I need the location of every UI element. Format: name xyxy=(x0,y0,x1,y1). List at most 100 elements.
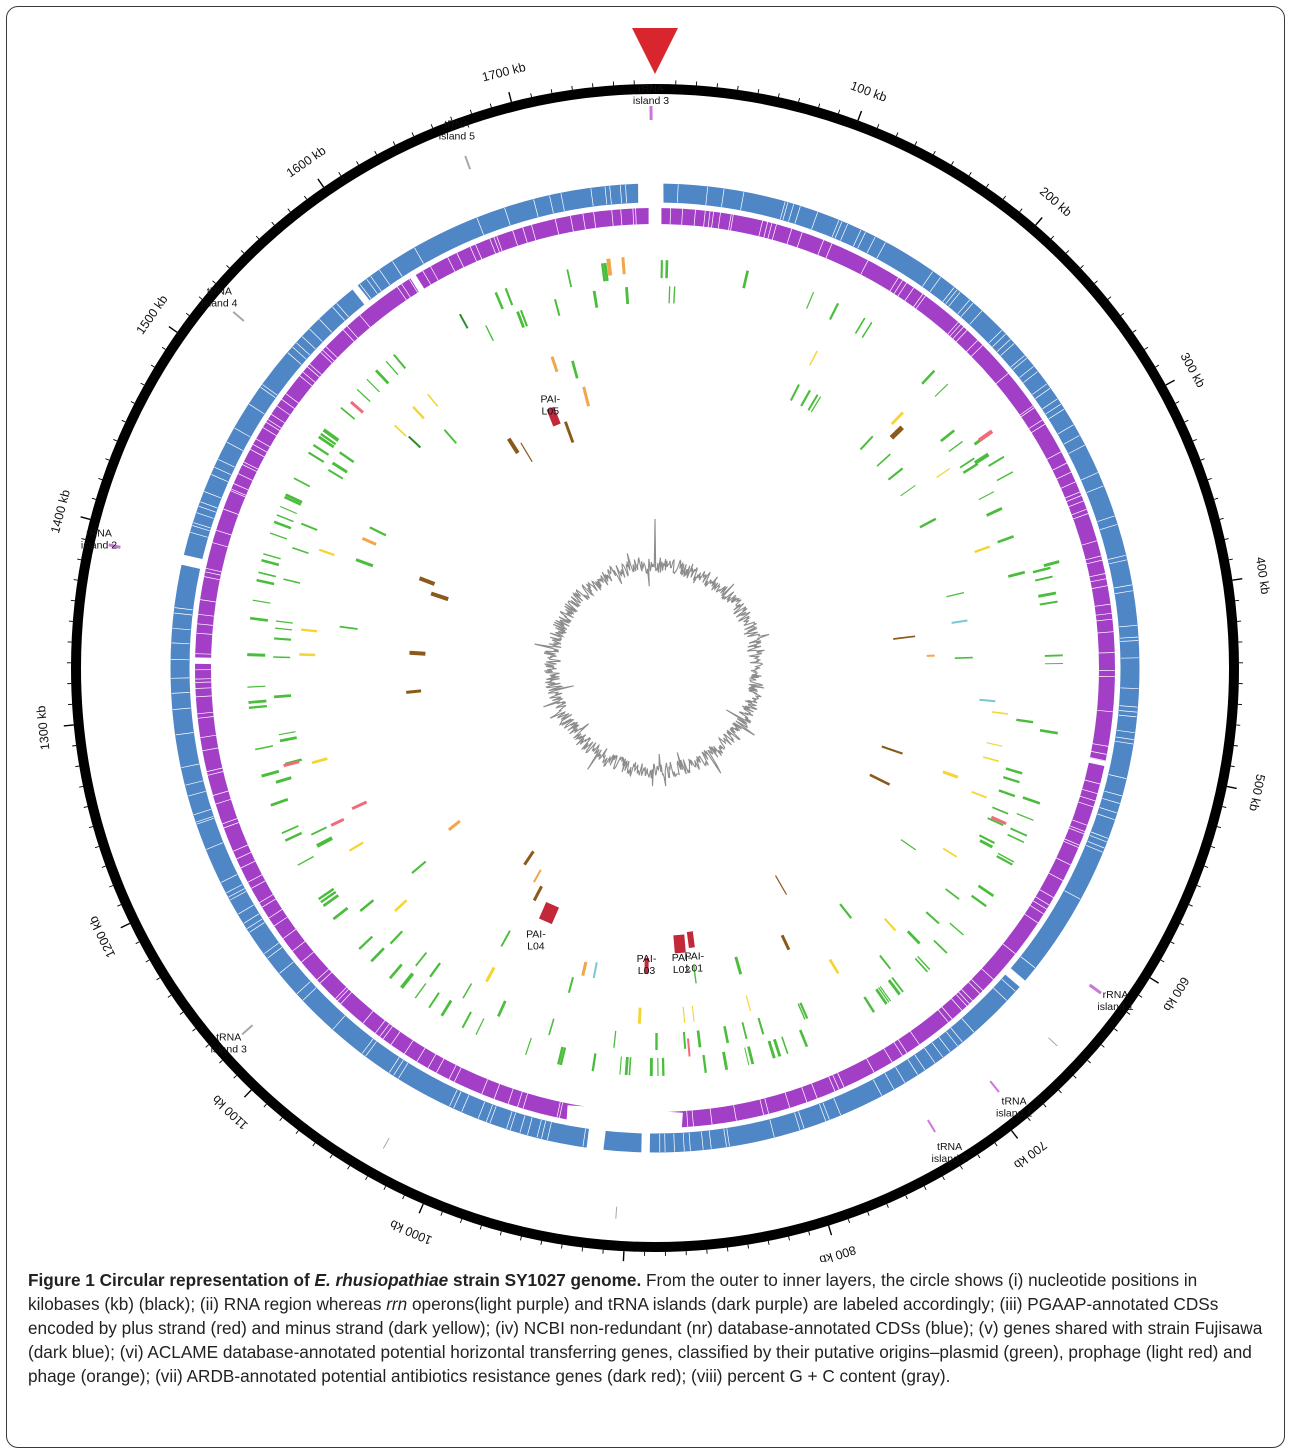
nr-cds-spacer xyxy=(721,188,725,207)
nr-cds-spacer xyxy=(549,195,554,214)
shared-genes-spacer xyxy=(422,270,432,285)
shared-genes-spacer xyxy=(947,321,959,335)
nr-cds-spacer xyxy=(477,1101,486,1119)
shared-genes-spacer xyxy=(1031,423,1046,433)
rna-label-trna2: tRNA island 2 xyxy=(931,1141,967,1165)
shared-genes-spacer xyxy=(335,987,347,1000)
nr-cds-spacer xyxy=(1019,366,1034,378)
plasmid-mark xyxy=(917,955,931,971)
tick-label-1600: 1600 kb xyxy=(284,143,329,180)
shared-genes-spacer xyxy=(1084,779,1101,785)
feature-mark xyxy=(582,386,591,407)
nr-cds-spacer xyxy=(840,223,849,241)
shared-genes-spacer xyxy=(200,734,217,739)
nr-cds-spacer xyxy=(541,1120,547,1139)
plasmid-mark xyxy=(601,263,606,282)
plasmid-mark xyxy=(261,558,280,567)
minus-strand-mark xyxy=(682,1006,686,1023)
plasmid-mark xyxy=(797,1003,806,1020)
shared-genes-spacer xyxy=(786,228,793,245)
shared-genes-spacer xyxy=(325,346,338,359)
feature-mark xyxy=(283,760,300,768)
nr-cds-spacer xyxy=(1063,435,1080,445)
shared-genes-spacer xyxy=(897,282,907,297)
nr-cds-spacer xyxy=(582,1128,586,1147)
nr-cds-spacer xyxy=(174,607,193,611)
nr-cds-spacer xyxy=(220,874,238,883)
minus-strand-mark xyxy=(942,847,958,858)
nr-cds-spacer xyxy=(833,1098,842,1116)
plasmid-mark xyxy=(566,269,573,288)
nr-cds-spacer xyxy=(198,505,216,513)
nr-cds-spacer xyxy=(811,211,819,230)
minor-tick xyxy=(895,132,899,137)
plasmid-mark xyxy=(504,287,514,306)
feature-mark xyxy=(550,356,559,373)
nr-cds-spacer xyxy=(196,816,214,823)
shared-genes-spacer xyxy=(237,473,253,481)
nr-cds-spacer xyxy=(1104,790,1122,797)
nr-cds-spacer xyxy=(398,1062,409,1079)
plasmid-mark xyxy=(987,817,1004,826)
phage-mark xyxy=(881,745,903,755)
plasmid-mark xyxy=(393,353,407,370)
minor-tick xyxy=(1216,826,1222,829)
pai-label-pai04: PAI-L04 xyxy=(526,928,546,952)
shared-genes-spacer xyxy=(669,208,671,225)
shared-genes-spacer xyxy=(475,244,483,260)
shared-genes-spacer xyxy=(995,373,1009,384)
shared-genes-spacer xyxy=(717,212,721,229)
nr-cds-spacer xyxy=(769,1119,775,1138)
plasmid-mark xyxy=(275,620,293,624)
shared-genes-spacer xyxy=(1068,827,1085,835)
major-tick xyxy=(827,1225,833,1236)
shared-genes-spacer xyxy=(1065,491,1081,499)
minor-tick xyxy=(1184,419,1189,423)
nr-cds-spacer xyxy=(1099,807,1117,814)
minus-strand-mark xyxy=(974,545,991,554)
feature-mark xyxy=(523,850,535,866)
shared-genes-spacer xyxy=(200,599,216,603)
plasmid-mark xyxy=(921,369,936,385)
shared-genes-spacer xyxy=(961,988,973,1002)
plasmid-mark xyxy=(320,432,337,446)
shared-genes-spacer xyxy=(889,277,899,292)
shared-genes-spacer xyxy=(971,344,983,357)
shared-genes-spacer xyxy=(941,1006,953,1020)
minor-tick xyxy=(70,599,75,602)
minor-tick xyxy=(960,1165,963,1170)
shared-genes-spacer xyxy=(1056,471,1072,480)
plasmid-mark xyxy=(358,935,374,950)
shared-genes-spacer xyxy=(242,464,257,472)
shared-genes-spacer xyxy=(1081,540,1098,546)
plasmid-mark xyxy=(428,992,440,1009)
nr-cds-spacer xyxy=(206,842,224,850)
minus-strand-mark xyxy=(637,1007,642,1024)
plasmid-mark xyxy=(767,1040,776,1059)
nr-cds-gap xyxy=(586,1127,606,1152)
minor-tick xyxy=(520,1236,522,1241)
nr-cds-spacer xyxy=(1119,636,1139,639)
shared-genes-spacer xyxy=(1094,603,1111,607)
shared-genes-spacer xyxy=(915,295,926,310)
nr-cds-spacer xyxy=(211,474,229,483)
nr-cds-spacer xyxy=(723,1128,727,1147)
plasmid-mark xyxy=(863,996,876,1013)
minor-tick xyxy=(402,1195,405,1200)
shared-genes-spacer xyxy=(593,212,597,229)
feature-mark xyxy=(350,400,364,414)
plasmid-mark xyxy=(340,407,356,420)
minor-tick xyxy=(94,846,100,849)
shared-genes-spacer xyxy=(883,1048,893,1063)
nr-cds-spacer xyxy=(1099,524,1118,531)
shared-genes-spacer xyxy=(230,490,246,498)
plasmid-mark xyxy=(1007,570,1026,578)
nr-cds-spacer xyxy=(907,1059,918,1075)
shared-genes-spacer xyxy=(307,366,320,378)
plasmid-mark xyxy=(998,789,1016,798)
shared-genes-spacer xyxy=(507,1088,514,1105)
shared-genes-spacer xyxy=(767,223,773,239)
shared-genes-spacer xyxy=(232,844,248,852)
minor-tick xyxy=(530,93,533,98)
nr-cds-spacer xyxy=(1119,705,1138,708)
